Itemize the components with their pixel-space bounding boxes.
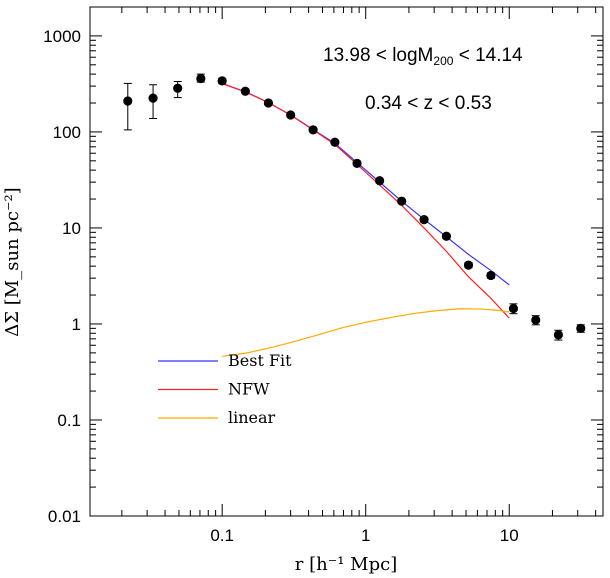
data-point [217,76,227,86]
data-point [486,270,496,281]
y-axis-title: ΔΣ [M_sun pc⁻²] [2,187,23,336]
data-point [419,215,429,225]
axis-ticks [90,6,603,517]
plot-frame [89,6,604,517]
data-point [576,323,586,333]
error-bars [123,73,585,341]
data-point [240,86,250,96]
model-curves [221,82,510,357]
data-point [196,73,206,84]
y-tick-label: 1000 [43,27,81,46]
data-point [553,330,563,340]
data-point [330,137,340,147]
y-tick-label: 10 [62,219,81,238]
legend-label: NFW [228,380,270,399]
x-tick-label: 1 [361,526,370,545]
y-tick-label: 100 [53,123,81,142]
data-point [397,196,407,206]
data-point [531,315,541,325]
x-axis-title: r [h⁻¹ Mpc] [295,554,397,575]
data-point [263,98,274,108]
data-point [148,93,158,103]
x-tick-label: 0.1 [210,526,234,545]
data-point [286,110,296,120]
legend-label: linear [228,408,276,427]
data-point [441,231,452,241]
data-point [508,303,519,314]
annotation-mass-sub: 200 [433,54,453,68]
y-tick-label: 1 [72,315,81,334]
series-nfw [221,83,510,319]
data-point [463,260,474,270]
x-tick-label: 10 [500,526,519,545]
legend: Best Fit NFW linear [158,351,292,427]
annotation-redshift: 0.34 < z < 0.53 [365,93,492,114]
data-point [308,125,318,135]
data-points [123,73,586,340]
annotation-mass: 13.98 < logM200 < 14.14 [323,45,523,68]
axis-tick-labels: 0.1 1 10 0.01 0.1 1 10 100 1000 [43,27,519,545]
series-linear [222,308,510,357]
data-point [375,176,385,186]
y-tick-label: 0.1 [57,411,81,430]
y-tick-label: 0.01 [48,507,81,526]
data-point [173,83,183,93]
legend-label: Best Fit [228,351,292,370]
data-point [123,96,133,106]
data-point [352,158,362,169]
